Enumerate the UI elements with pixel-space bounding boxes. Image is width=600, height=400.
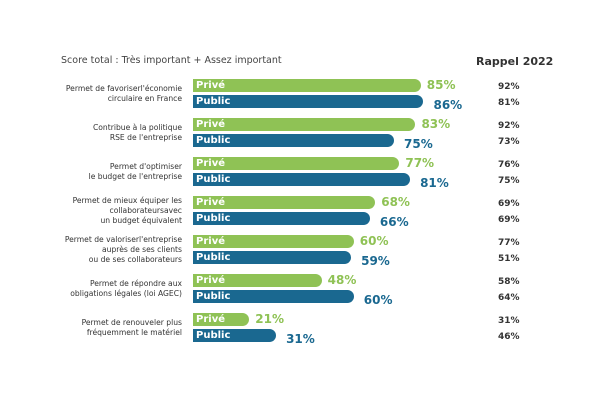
data-label: 60% xyxy=(359,234,389,248)
bar-prive: Privé xyxy=(193,313,250,326)
series-label: Privé xyxy=(196,80,225,91)
bar-prive: Privé xyxy=(193,196,376,209)
data-label: 83% xyxy=(421,117,451,131)
rappel-2022-value: 69% xyxy=(498,215,520,225)
series-label: Public xyxy=(196,213,231,224)
rappel-2022-value: 46% xyxy=(498,332,520,342)
category-label: Contribue à la politique RSE de l'entrepr… xyxy=(92,122,182,142)
data-label: 48% xyxy=(327,273,357,287)
series-label: Public xyxy=(196,330,231,341)
bar-public: Public xyxy=(193,134,394,147)
category-label: Permet de répondre aux obligations légale… xyxy=(70,278,182,298)
rappel-2022-value: 77% xyxy=(498,238,520,248)
data-label: 81% xyxy=(420,176,449,190)
data-label: 68% xyxy=(381,195,410,209)
rappel-2022-value: 51% xyxy=(498,254,520,264)
series-label: Privé xyxy=(196,314,225,325)
bar-public: Public xyxy=(193,173,411,186)
data-label: 60% xyxy=(363,293,393,307)
bar-public: Public xyxy=(193,329,277,342)
series-label: Public xyxy=(196,252,231,263)
series-label: Privé xyxy=(196,119,225,130)
bar-prive: Privé xyxy=(193,235,354,248)
bar-public: Public xyxy=(193,290,354,303)
bar-prive: Privé xyxy=(193,274,322,287)
chart-subtitle: Score total : Très important + Assez imp… xyxy=(61,55,282,66)
series-label: Public xyxy=(196,291,231,302)
data-label: 59% xyxy=(361,254,390,268)
bar-prive: Privé xyxy=(193,157,400,170)
rappel-2022-value: 92% xyxy=(498,121,520,131)
bar-prive: Privé xyxy=(193,118,416,131)
rappel-2022-value: 81% xyxy=(498,98,520,108)
series-label: Privé xyxy=(196,197,225,208)
rappel-2022-value: 73% xyxy=(498,137,520,147)
rappel-2022-header: Rappel 2022 xyxy=(476,55,554,68)
series-label: Privé xyxy=(196,236,225,247)
data-label: 85% xyxy=(426,78,456,92)
bar-prive: Privé xyxy=(193,79,421,92)
category-label: Permet de renouveler plus fréquemment le … xyxy=(81,317,182,337)
rappel-2022-value: 58% xyxy=(498,277,520,287)
data-label: 77% xyxy=(405,156,435,170)
data-label: 86% xyxy=(433,98,463,112)
data-label: 66% xyxy=(379,215,409,229)
data-label: 31% xyxy=(286,332,315,346)
category-label: Permet d'optimiser le budget de l'entrepr… xyxy=(88,161,182,181)
rappel-2022-value: 64% xyxy=(498,293,520,303)
series-label: Public xyxy=(196,135,231,146)
rappel-2022-value: 69% xyxy=(498,199,520,209)
bar-public: Public xyxy=(193,212,370,225)
rappel-2022-value: 92% xyxy=(498,82,520,92)
series-label: Privé xyxy=(196,275,225,286)
data-label: 75% xyxy=(404,137,433,151)
data-label: 21% xyxy=(255,312,284,326)
rappel-2022-value: 75% xyxy=(498,176,520,186)
series-label: Privé xyxy=(196,158,225,169)
series-label: Public xyxy=(196,174,231,185)
rappel-2022-value: 76% xyxy=(498,160,520,170)
category-label: Permet de valoriserl'entreprise auprès de… xyxy=(64,234,182,264)
bar-public: Public xyxy=(193,95,424,108)
rappel-2022-value: 31% xyxy=(498,316,520,326)
bar-public: Public xyxy=(193,251,352,264)
series-label: Public xyxy=(196,96,231,107)
category-label: Permet de favoriserl'économie circulaire … xyxy=(65,83,182,103)
category-label: Permet de mieux équiper les collaborateur… xyxy=(72,195,182,225)
